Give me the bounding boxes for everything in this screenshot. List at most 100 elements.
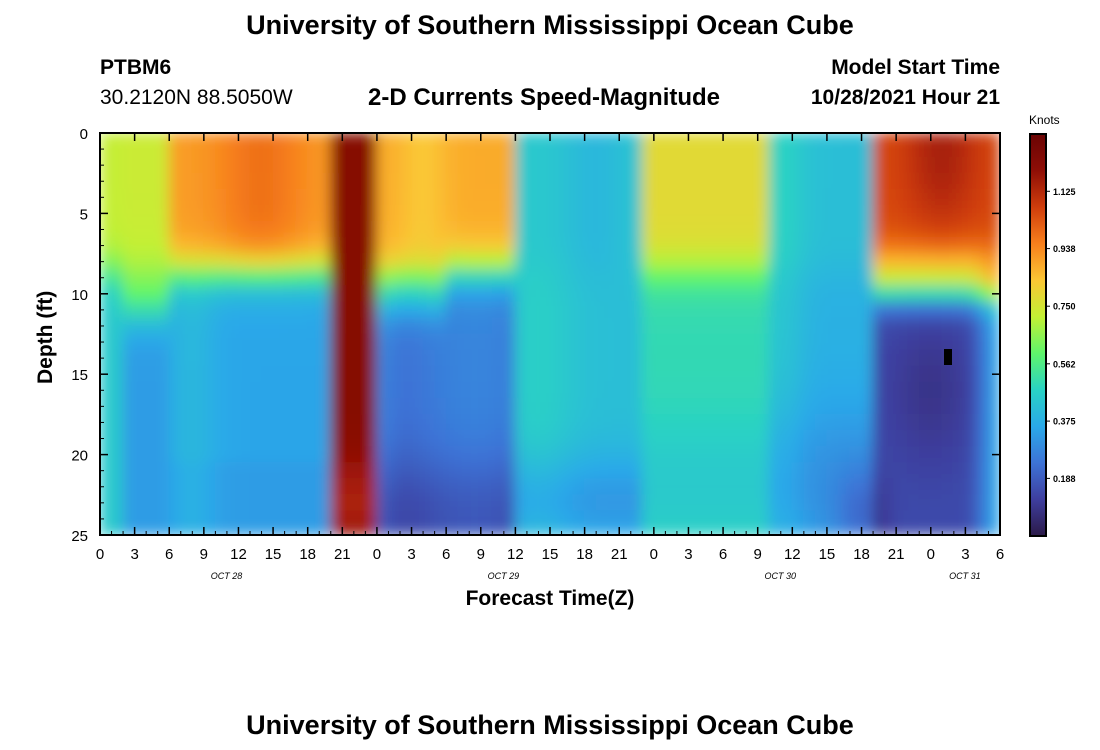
heatmap-cell bbox=[468, 220, 482, 239]
heatmap-cell bbox=[941, 188, 955, 206]
heatmap-cell bbox=[491, 429, 505, 448]
heatmap-cell bbox=[480, 397, 493, 415]
heatmap-cell bbox=[595, 237, 609, 255]
heatmap-cell bbox=[226, 285, 239, 303]
heatmap-cell bbox=[145, 269, 159, 287]
heatmap-cell bbox=[561, 494, 574, 512]
heatmap-cell bbox=[341, 397, 355, 415]
heatmap-cell bbox=[422, 204, 436, 222]
heatmap-cell bbox=[491, 478, 505, 496]
heatmap-cell bbox=[572, 317, 586, 335]
heatmap-cell bbox=[237, 429, 251, 448]
heatmap-cell bbox=[307, 397, 320, 415]
heatmap-cell bbox=[226, 349, 239, 367]
heatmap-cell bbox=[330, 204, 343, 222]
heatmap-cell bbox=[353, 172, 366, 190]
heatmap-cell bbox=[837, 220, 851, 239]
heatmap-cell bbox=[526, 317, 539, 335]
heatmap-cell bbox=[849, 333, 863, 351]
heatmap-cell bbox=[814, 365, 828, 383]
heatmap-cell bbox=[664, 478, 678, 496]
heatmap-cell bbox=[295, 317, 309, 335]
heatmap-cell bbox=[561, 172, 574, 190]
heatmap-cell bbox=[595, 220, 609, 239]
heatmap-cell bbox=[249, 133, 263, 142]
heatmap-cell bbox=[387, 526, 401, 535]
heatmap-cell bbox=[214, 253, 228, 271]
heatmap-cell bbox=[849, 446, 863, 464]
heatmap-cell bbox=[780, 220, 793, 239]
heatmap-cell bbox=[100, 494, 113, 512]
heatmap-cell bbox=[284, 478, 297, 496]
heatmap-cell bbox=[791, 462, 805, 480]
heatmap-cell bbox=[491, 526, 505, 535]
heatmap-cell bbox=[434, 381, 447, 399]
heatmap-cell bbox=[791, 140, 805, 158]
heatmap-cell bbox=[849, 494, 863, 512]
heatmap-cell bbox=[445, 494, 459, 512]
heatmap-cell bbox=[261, 526, 274, 535]
heatmap-cell bbox=[514, 397, 528, 415]
heatmap-cell bbox=[630, 269, 643, 287]
heatmap-cell bbox=[157, 494, 170, 512]
heatmap-cell bbox=[261, 140, 274, 158]
heatmap-cell bbox=[411, 397, 424, 415]
heatmap-cell bbox=[318, 365, 332, 383]
heatmap-cell bbox=[318, 397, 332, 415]
heatmap-cell bbox=[664, 285, 678, 303]
heatmap-cell bbox=[237, 156, 251, 174]
heatmap-cell bbox=[618, 140, 632, 158]
heatmap-cell bbox=[364, 172, 378, 190]
heatmap-cell bbox=[237, 510, 251, 528]
heatmap-cell bbox=[491, 333, 505, 351]
heatmap-cell bbox=[168, 133, 182, 142]
heatmap-cell bbox=[272, 188, 286, 206]
heatmap-cell bbox=[745, 397, 759, 415]
heatmap-cell bbox=[399, 510, 413, 528]
heatmap-cell bbox=[503, 133, 516, 142]
heatmap-cell bbox=[653, 333, 666, 351]
heatmap-cell bbox=[191, 301, 205, 319]
heatmap-cell bbox=[145, 381, 159, 399]
heatmap-cell bbox=[249, 204, 263, 222]
heatmap-cell bbox=[572, 253, 586, 271]
heatmap-cell bbox=[399, 494, 413, 512]
heatmap-cell bbox=[826, 446, 839, 464]
heatmap-cell bbox=[480, 301, 493, 319]
heatmap-cell bbox=[214, 429, 228, 448]
heatmap-cell bbox=[341, 301, 355, 319]
heatmap-cell bbox=[964, 172, 978, 190]
heatmap-cell bbox=[180, 349, 193, 367]
heatmap-cell bbox=[884, 349, 897, 367]
heatmap-cell bbox=[930, 381, 943, 399]
heatmap-cell bbox=[387, 156, 401, 174]
heatmap-cell bbox=[295, 349, 309, 367]
heatmap-cell bbox=[203, 172, 216, 190]
heatmap-cell bbox=[918, 494, 932, 512]
heatmap-cell bbox=[918, 301, 932, 319]
heatmap-cell bbox=[191, 140, 205, 158]
heatmap-cell bbox=[237, 494, 251, 512]
heatmap-cell bbox=[468, 140, 482, 158]
heatmap-cell bbox=[607, 156, 620, 174]
heatmap-cell bbox=[422, 172, 436, 190]
x-tick-label: 3 bbox=[961, 546, 969, 563]
heatmap-cell bbox=[261, 285, 274, 303]
heatmap-cell bbox=[561, 220, 574, 239]
heatmap-cell bbox=[837, 349, 851, 367]
heatmap-cell bbox=[837, 156, 851, 174]
heatmap-cell bbox=[122, 462, 136, 480]
heatmap-cell bbox=[100, 510, 113, 528]
heatmap-cell bbox=[514, 253, 528, 271]
heatmap-cell bbox=[434, 365, 447, 383]
heatmap-cell bbox=[595, 156, 609, 174]
heatmap-cell bbox=[803, 413, 816, 431]
heatmap-cell bbox=[503, 140, 516, 158]
heatmap-cell bbox=[941, 462, 955, 480]
heatmap-cell bbox=[514, 429, 528, 448]
heatmap-cell bbox=[572, 188, 586, 206]
heatmap-cell bbox=[953, 494, 966, 512]
heatmap-cell bbox=[676, 349, 689, 367]
heatmap-cell bbox=[249, 365, 263, 383]
heatmap-cell bbox=[780, 301, 793, 319]
